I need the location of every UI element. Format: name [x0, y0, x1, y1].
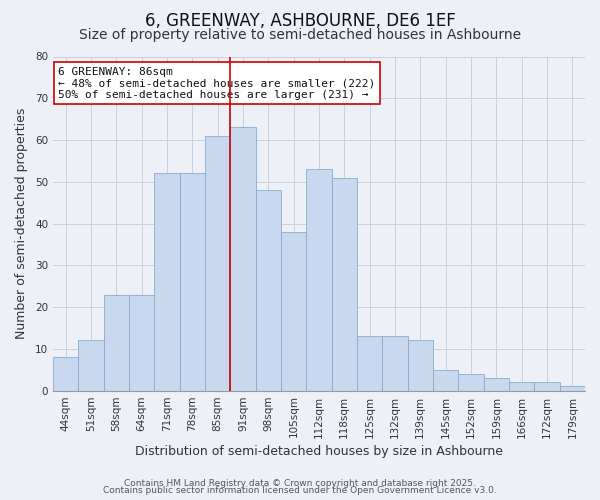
- Text: Size of property relative to semi-detached houses in Ashbourne: Size of property relative to semi-detach…: [79, 28, 521, 42]
- Bar: [281, 232, 306, 390]
- Bar: [104, 294, 129, 390]
- Bar: [509, 382, 535, 390]
- Text: Contains public sector information licensed under the Open Government Licence v3: Contains public sector information licen…: [103, 486, 497, 495]
- Bar: [256, 190, 281, 390]
- Bar: [560, 386, 585, 390]
- X-axis label: Distribution of semi-detached houses by size in Ashbourne: Distribution of semi-detached houses by …: [135, 444, 503, 458]
- Bar: [382, 336, 407, 390]
- Bar: [205, 136, 230, 390]
- Bar: [78, 340, 104, 390]
- Bar: [535, 382, 560, 390]
- Bar: [458, 374, 484, 390]
- Bar: [484, 378, 509, 390]
- Bar: [230, 128, 256, 390]
- Bar: [179, 174, 205, 390]
- Text: 6 GREENWAY: 86sqm
← 48% of semi-detached houses are smaller (222)
50% of semi-de: 6 GREENWAY: 86sqm ← 48% of semi-detached…: [58, 66, 376, 100]
- Bar: [357, 336, 382, 390]
- Bar: [53, 357, 78, 390]
- Text: Contains HM Land Registry data © Crown copyright and database right 2025.: Contains HM Land Registry data © Crown c…: [124, 478, 476, 488]
- Y-axis label: Number of semi-detached properties: Number of semi-detached properties: [15, 108, 28, 339]
- Bar: [433, 370, 458, 390]
- Bar: [407, 340, 433, 390]
- Bar: [129, 294, 154, 390]
- Bar: [154, 174, 179, 390]
- Bar: [332, 178, 357, 390]
- Bar: [306, 169, 332, 390]
- Text: 6, GREENWAY, ASHBOURNE, DE6 1EF: 6, GREENWAY, ASHBOURNE, DE6 1EF: [145, 12, 455, 30]
